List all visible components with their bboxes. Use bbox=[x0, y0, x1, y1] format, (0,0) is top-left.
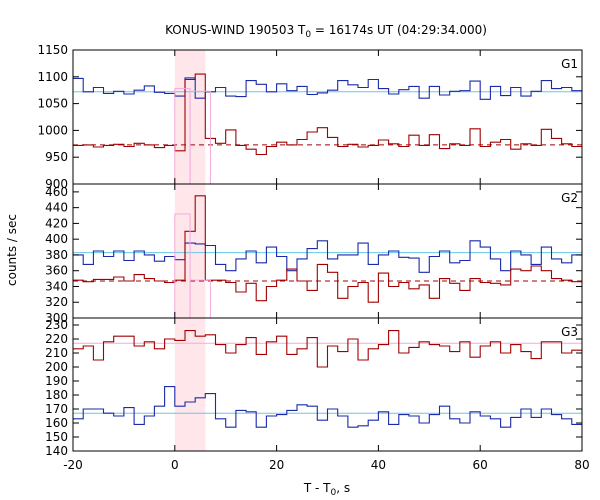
y-tick-label: 460 bbox=[45, 185, 68, 199]
series-blue bbox=[73, 77, 582, 100]
panel-label: G2 bbox=[561, 191, 578, 205]
y-tick-label: 220 bbox=[45, 332, 68, 346]
series-blue bbox=[73, 240, 582, 273]
y-tick-label: 1050 bbox=[37, 97, 68, 111]
panel-label: G1 bbox=[561, 57, 578, 71]
x-tick-label: 60 bbox=[473, 458, 488, 472]
panel-g1: G1 900 950 1000 1050 1100 1150 bbox=[37, 43, 583, 191]
chart-title: KONUS-WIND 190503 T0 = 16174s UT (04:29:… bbox=[165, 23, 487, 40]
series-blue bbox=[73, 386, 582, 428]
highlight-band bbox=[174, 318, 206, 451]
series-red bbox=[73, 73, 582, 156]
x-tick-label: -20 bbox=[63, 458, 83, 472]
y-tick-label: 300 bbox=[45, 311, 68, 325]
series-red bbox=[73, 330, 582, 368]
x-tick-label: 20 bbox=[269, 458, 284, 472]
y-tick-label: 380 bbox=[45, 248, 68, 262]
y-tick-label: 160 bbox=[45, 416, 68, 430]
y-tick-label: 190 bbox=[45, 374, 68, 388]
x-tick-label: 0 bbox=[171, 458, 179, 472]
y-tick-label: 180 bbox=[45, 388, 68, 402]
y-tick-label: 420 bbox=[45, 216, 68, 230]
y-tick-label: 140 bbox=[45, 444, 68, 458]
y-tick-label: 170 bbox=[45, 402, 68, 416]
panel-frame bbox=[72, 49, 583, 185]
y-tick-label: 1150 bbox=[37, 43, 68, 57]
y-tick-label: 150 bbox=[45, 430, 68, 444]
y-tick-label: 1100 bbox=[37, 70, 68, 84]
x-tick-label: 80 bbox=[574, 458, 589, 472]
y-tick-label: 320 bbox=[45, 295, 68, 309]
y-axis-label: counts / sec bbox=[5, 214, 19, 286]
y-tick-label: 210 bbox=[45, 346, 68, 360]
y-tick-label: 230 bbox=[45, 318, 68, 332]
panel-label: G3 bbox=[561, 325, 578, 339]
x-tick-label: 40 bbox=[371, 458, 386, 472]
y-tick-label: 900 bbox=[45, 177, 68, 191]
y-tick-label: 950 bbox=[45, 150, 68, 164]
panel-frame bbox=[72, 317, 583, 452]
y-tick-label: 200 bbox=[45, 360, 68, 374]
series-red bbox=[73, 195, 582, 303]
y-tick-label: 440 bbox=[45, 201, 68, 215]
y-tick-label: 1000 bbox=[37, 123, 68, 137]
y-tick-label: 400 bbox=[45, 232, 68, 246]
x-axis-label: T - T0, s bbox=[303, 481, 350, 498]
y-tick-label: 340 bbox=[45, 279, 68, 293]
y-tick-label: 360 bbox=[45, 264, 68, 278]
